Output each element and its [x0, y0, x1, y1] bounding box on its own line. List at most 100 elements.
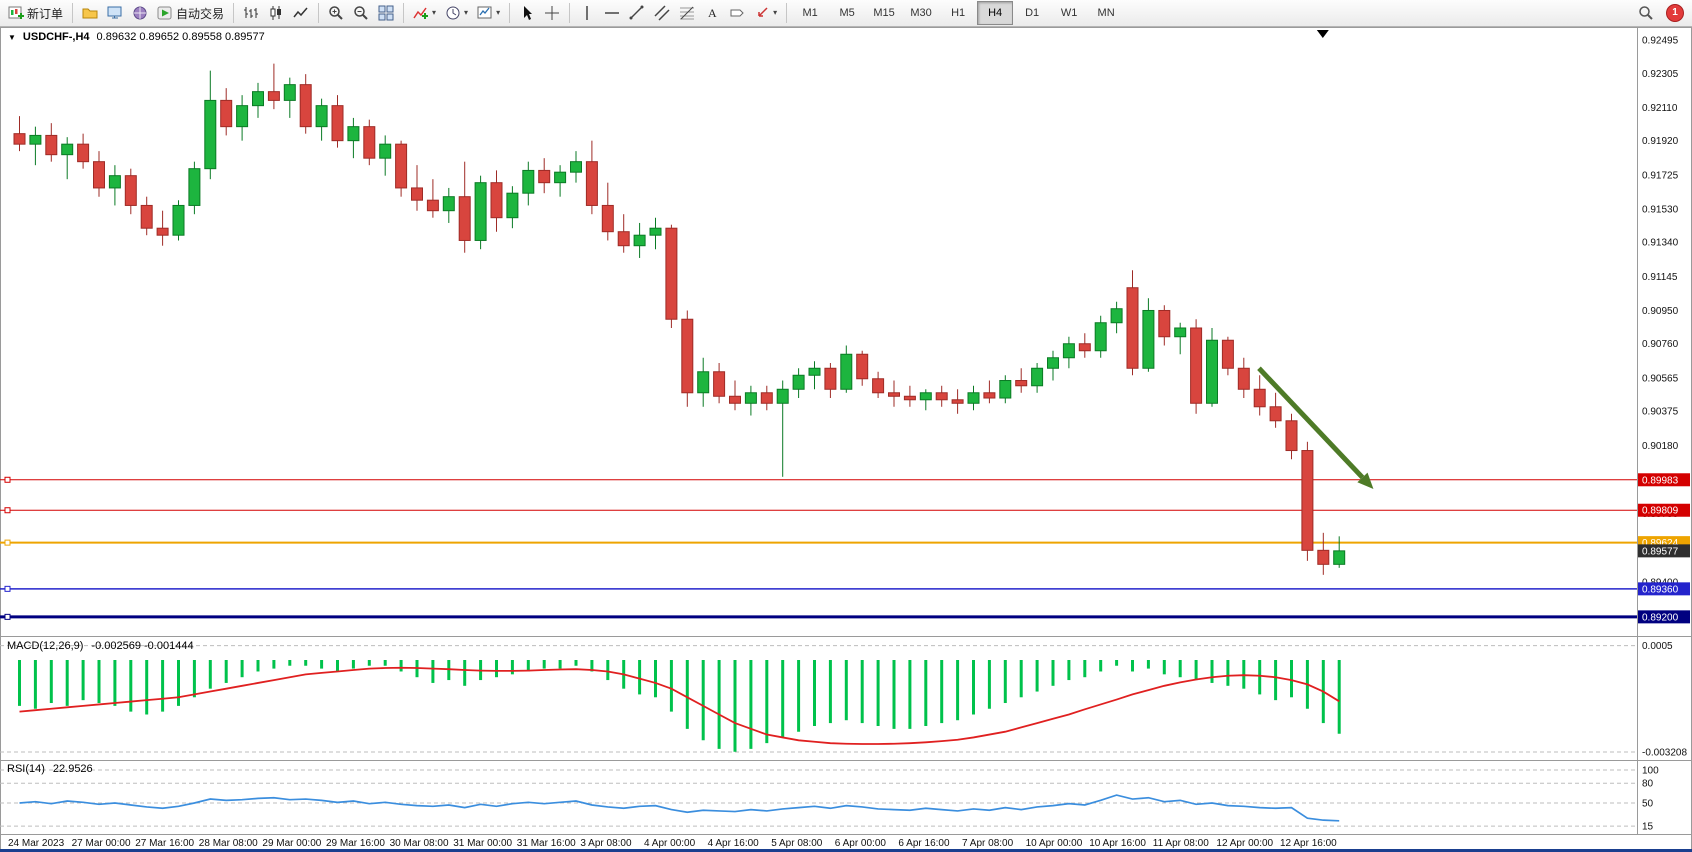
svg-text:27 Mar 16:00: 27 Mar 16:00 — [135, 838, 194, 849]
horizontal-line-icon — [604, 5, 620, 21]
candle-body — [585, 161, 598, 206]
candle-body — [1333, 550, 1346, 565]
autotrading-button[interactable]: 自动交易 — [153, 1, 228, 25]
candle-body — [776, 388, 789, 404]
time-marker-icon[interactable] — [1316, 30, 1329, 38]
candles — [13, 63, 1346, 575]
timeframe-m30[interactable]: M30 — [910, 7, 932, 19]
candle-body — [395, 143, 408, 189]
svg-text:30 Mar 08:00: 30 Mar 08:00 — [390, 838, 449, 849]
svg-text:0.89360: 0.89360 — [1642, 584, 1679, 595]
search-button[interactable] — [1634, 1, 1658, 25]
toolbar-separator — [72, 3, 74, 23]
line-chart-button[interactable] — [289, 1, 313, 25]
tile-windows-button[interactable] — [374, 1, 398, 25]
fibonacci-button[interactable] — [675, 1, 699, 25]
chart-symbol-label: USDCHF-,H4 — [22, 31, 90, 43]
candle-body — [1237, 367, 1250, 390]
periods-button[interactable]: ▾ — [441, 1, 472, 25]
horizontal-line-button[interactable] — [600, 1, 624, 25]
trendline-icon — [629, 5, 645, 21]
arrow-tool-icon — [754, 5, 770, 21]
candlestick-chart-button[interactable] — [264, 1, 288, 25]
chevron-down-icon: ▾ — [432, 8, 437, 17]
level-lines[interactable] — [0, 476, 1637, 620]
crosshair-button[interactable] — [540, 1, 564, 25]
candle-body — [824, 367, 837, 390]
trendline-button[interactable] — [625, 1, 649, 25]
bar-chart-icon — [243, 5, 259, 21]
candle-body — [29, 134, 42, 145]
candle-body — [601, 204, 614, 233]
profiles-button[interactable] — [78, 1, 102, 25]
new-order-button[interactable]: 新订单 — [4, 1, 67, 25]
toolbar-separator — [233, 3, 235, 23]
chevron-down-icon: ▾ — [496, 8, 501, 17]
candle-body — [61, 143, 74, 156]
zoom-in-button[interactable] — [324, 1, 348, 25]
time-axis[interactable]: 24 Mar 2023 27 Mar 00:00 27 Mar 16:00 28 Ma… — [8, 838, 1337, 849]
candle-body — [1206, 339, 1218, 404]
svg-text:11 Apr 08:00: 11 Apr 08:00 — [1153, 838, 1209, 849]
candle-body — [108, 175, 121, 189]
candle-body — [1174, 327, 1187, 338]
svg-text:0.89200: 0.89200 — [1642, 612, 1679, 623]
channel-button[interactable] — [650, 1, 674, 25]
chart-collapse-icon[interactable]: ▼ — [8, 32, 16, 42]
label-button[interactable] — [725, 1, 749, 25]
candle-body — [1317, 549, 1330, 565]
candle-body — [935, 392, 948, 401]
candle-body — [13, 133, 26, 145]
zoom-out-button[interactable] — [349, 1, 373, 25]
cursor-button[interactable] — [515, 1, 539, 25]
autotrading-label: 自动交易 — [176, 6, 225, 21]
candle-body — [490, 182, 503, 219]
arrows-button[interactable]: ▾ — [750, 1, 781, 25]
history-center-button[interactable] — [128, 1, 152, 25]
candle-body — [1190, 327, 1203, 404]
timeframe-h4[interactable]: H4 — [977, 1, 1014, 25]
timeframe-w1[interactable]: W1 — [1060, 7, 1078, 19]
timeframe-d1[interactable]: D1 — [1025, 7, 1040, 19]
candle-body — [697, 371, 710, 394]
crosshair-icon — [544, 5, 560, 21]
templates-button[interactable]: ▾ — [473, 1, 504, 25]
vertical-line-button[interactable] — [575, 1, 599, 25]
chart-ohlc-values: 0.89632 0.89652 0.89558 0.89577 — [96, 31, 265, 43]
svg-text:7 Apr 08:00: 7 Apr 08:00 — [962, 838, 1014, 849]
chart-title: ▼ USDCHF-,H4 0.89632 0.89652 0.89558 0.8… — [8, 31, 265, 43]
market-watch-button[interactable] — [103, 1, 127, 25]
indicators-button[interactable]: ▾ — [409, 1, 440, 25]
bar-chart-button[interactable] — [239, 1, 263, 25]
timeframe-mn[interactable]: MN — [1097, 7, 1115, 19]
candle-body — [1253, 388, 1266, 408]
candle-body — [983, 392, 996, 399]
line-handle — [4, 539, 11, 546]
svg-text:12 Apr 16:00: 12 Apr 16:00 — [1280, 838, 1337, 849]
timeframe-m1[interactable]: M1 — [802, 7, 818, 19]
candle-body — [1126, 287, 1139, 369]
text-button[interactable]: A — [700, 1, 724, 25]
candle-body — [1285, 420, 1298, 452]
macd-axis-label: 0.0005 — [1642, 641, 1673, 652]
notification-badge[interactable]: 1 — [1666, 4, 1684, 22]
line-handle — [4, 476, 11, 483]
candle-body — [744, 392, 757, 404]
svg-text:6 Apr 16:00: 6 Apr 16:00 — [898, 838, 950, 849]
svg-text:6 Apr 00:00: 6 Apr 00:00 — [835, 838, 887, 849]
timeframe-m5[interactable]: M5 — [839, 7, 855, 19]
timeframe-h1[interactable]: H1 — [951, 7, 966, 19]
chevron-down-icon: ▾ — [464, 8, 469, 17]
candle-body — [140, 204, 153, 229]
macd-name: MACD(12,26,9) — [7, 640, 84, 652]
trend-arrow[interactable] — [1257, 366, 1365, 480]
macd-indicator-label: MACD(12,26,9) -0.002569 -0.001444 — [7, 640, 194, 652]
candle-body — [633, 234, 646, 247]
timeframe-m15[interactable]: M15 — [873, 7, 895, 19]
candle-body — [538, 169, 551, 184]
candle-body — [967, 392, 980, 404]
candle-body — [442, 196, 455, 212]
svg-text:29 Mar 16:00: 29 Mar 16:00 — [326, 838, 385, 849]
